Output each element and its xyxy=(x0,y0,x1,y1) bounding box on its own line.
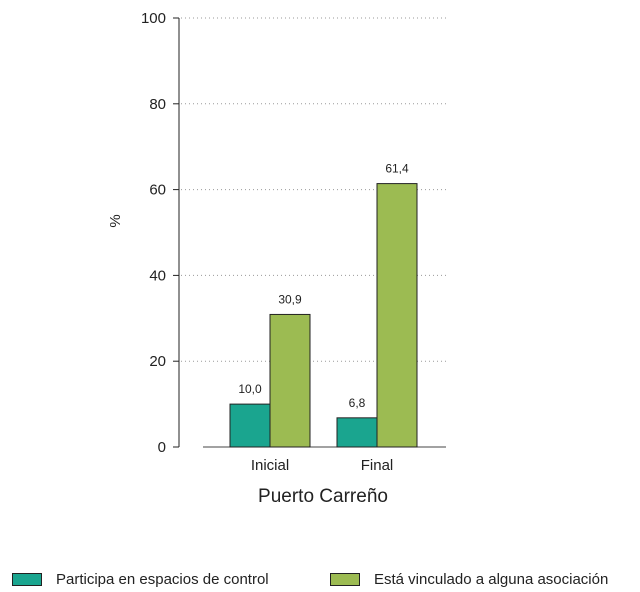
category-labels: Inicial Final xyxy=(251,457,393,474)
y-tick-label: 0 xyxy=(158,439,166,456)
legend-item-asociacion: Está vinculado a alguna asociación xyxy=(330,571,608,588)
y-tick-label: 40 xyxy=(149,267,166,284)
legend-item-control: Participa en espacios de control xyxy=(12,571,269,588)
bar-asociacion-inicial xyxy=(269,313,311,448)
category-label: Final xyxy=(361,457,394,474)
data-label: 10,0 xyxy=(238,382,262,396)
legend: Participa en espacios de control Está vi… xyxy=(0,571,640,591)
y-axis-title: % xyxy=(107,214,124,227)
bar-asociacion-final xyxy=(376,183,418,448)
y-ticks: 0 20 40 60 80 100 xyxy=(141,10,179,456)
data-label: 6,8 xyxy=(349,396,366,410)
data-label: 30,9 xyxy=(278,292,302,306)
bar-control-inicial xyxy=(229,403,271,448)
bar-chart: 0 20 40 60 80 100 10,0 30,9 6,8 61,4 Inicial Fina… xyxy=(107,10,446,507)
legend-swatch-control xyxy=(12,573,42,586)
y-tick-label: 20 xyxy=(149,353,166,370)
group-title: Puerto Carreño xyxy=(258,486,388,507)
legend-swatch-asociacion xyxy=(330,573,360,586)
y-tick-label: 100 xyxy=(141,10,166,27)
category-label: Inicial xyxy=(251,457,289,474)
bar-control-final xyxy=(336,417,378,448)
y-tick-label: 80 xyxy=(149,96,166,113)
bars: 10,0 30,9 6,8 61,4 xyxy=(229,162,418,448)
data-label: 61,4 xyxy=(385,162,409,176)
y-tick-label: 60 xyxy=(149,182,166,199)
legend-label-control: Participa en espacios de control xyxy=(56,571,269,588)
legend-label-asociacion: Está vinculado a alguna asociación xyxy=(374,571,609,588)
